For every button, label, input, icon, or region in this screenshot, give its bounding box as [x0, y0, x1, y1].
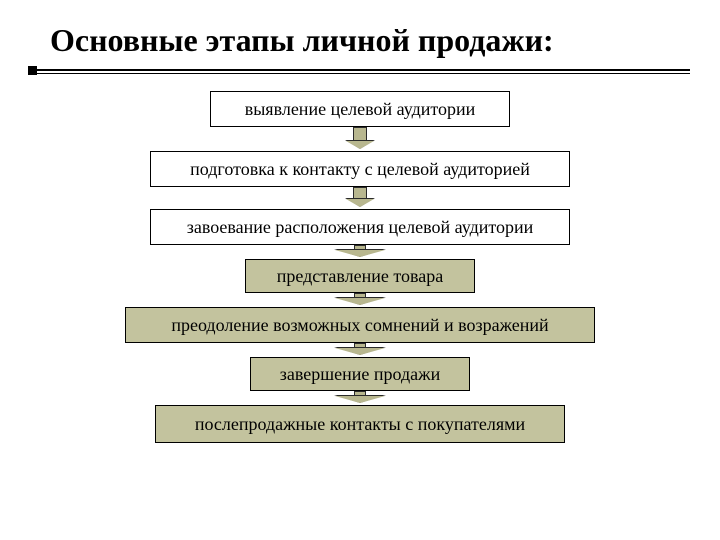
underline-thick: [30, 69, 690, 71]
arrow-shaft: [353, 187, 367, 199]
arrow-head: [335, 250, 385, 257]
arrow-head: [335, 396, 385, 403]
page-title: Основные этапы личной продажи:: [0, 0, 720, 69]
flow-step: представление товара: [245, 259, 475, 293]
arrow-head: [335, 348, 385, 355]
flow-arrow: [335, 391, 385, 405]
flow-arrow: [335, 245, 385, 259]
flow-step: выявление целевой аудитории: [210, 91, 510, 127]
flow-arrow: [346, 127, 374, 151]
flow-arrow: [335, 293, 385, 307]
flow-step: завершение продажи: [250, 357, 470, 391]
arrow-head: [335, 298, 385, 305]
arrow-shaft: [353, 127, 367, 141]
underline-thin: [30, 73, 690, 74]
title-underline: [30, 69, 690, 73]
flow-step: завоевание расположения целевой аудитори…: [150, 209, 570, 245]
flow-step: подготовка к контакту с целевой аудитори…: [150, 151, 570, 187]
flow-step: преодоление возможных сомнений и возраже…: [125, 307, 595, 343]
arrow-head: [346, 141, 374, 149]
flow-arrow: [346, 187, 374, 209]
flow-step: послепродажные контакты с покупателями: [155, 405, 565, 443]
arrow-head: [346, 199, 374, 207]
flowchart: выявление целевой аудитории подготовка к …: [0, 91, 720, 443]
flow-arrow: [335, 343, 385, 357]
